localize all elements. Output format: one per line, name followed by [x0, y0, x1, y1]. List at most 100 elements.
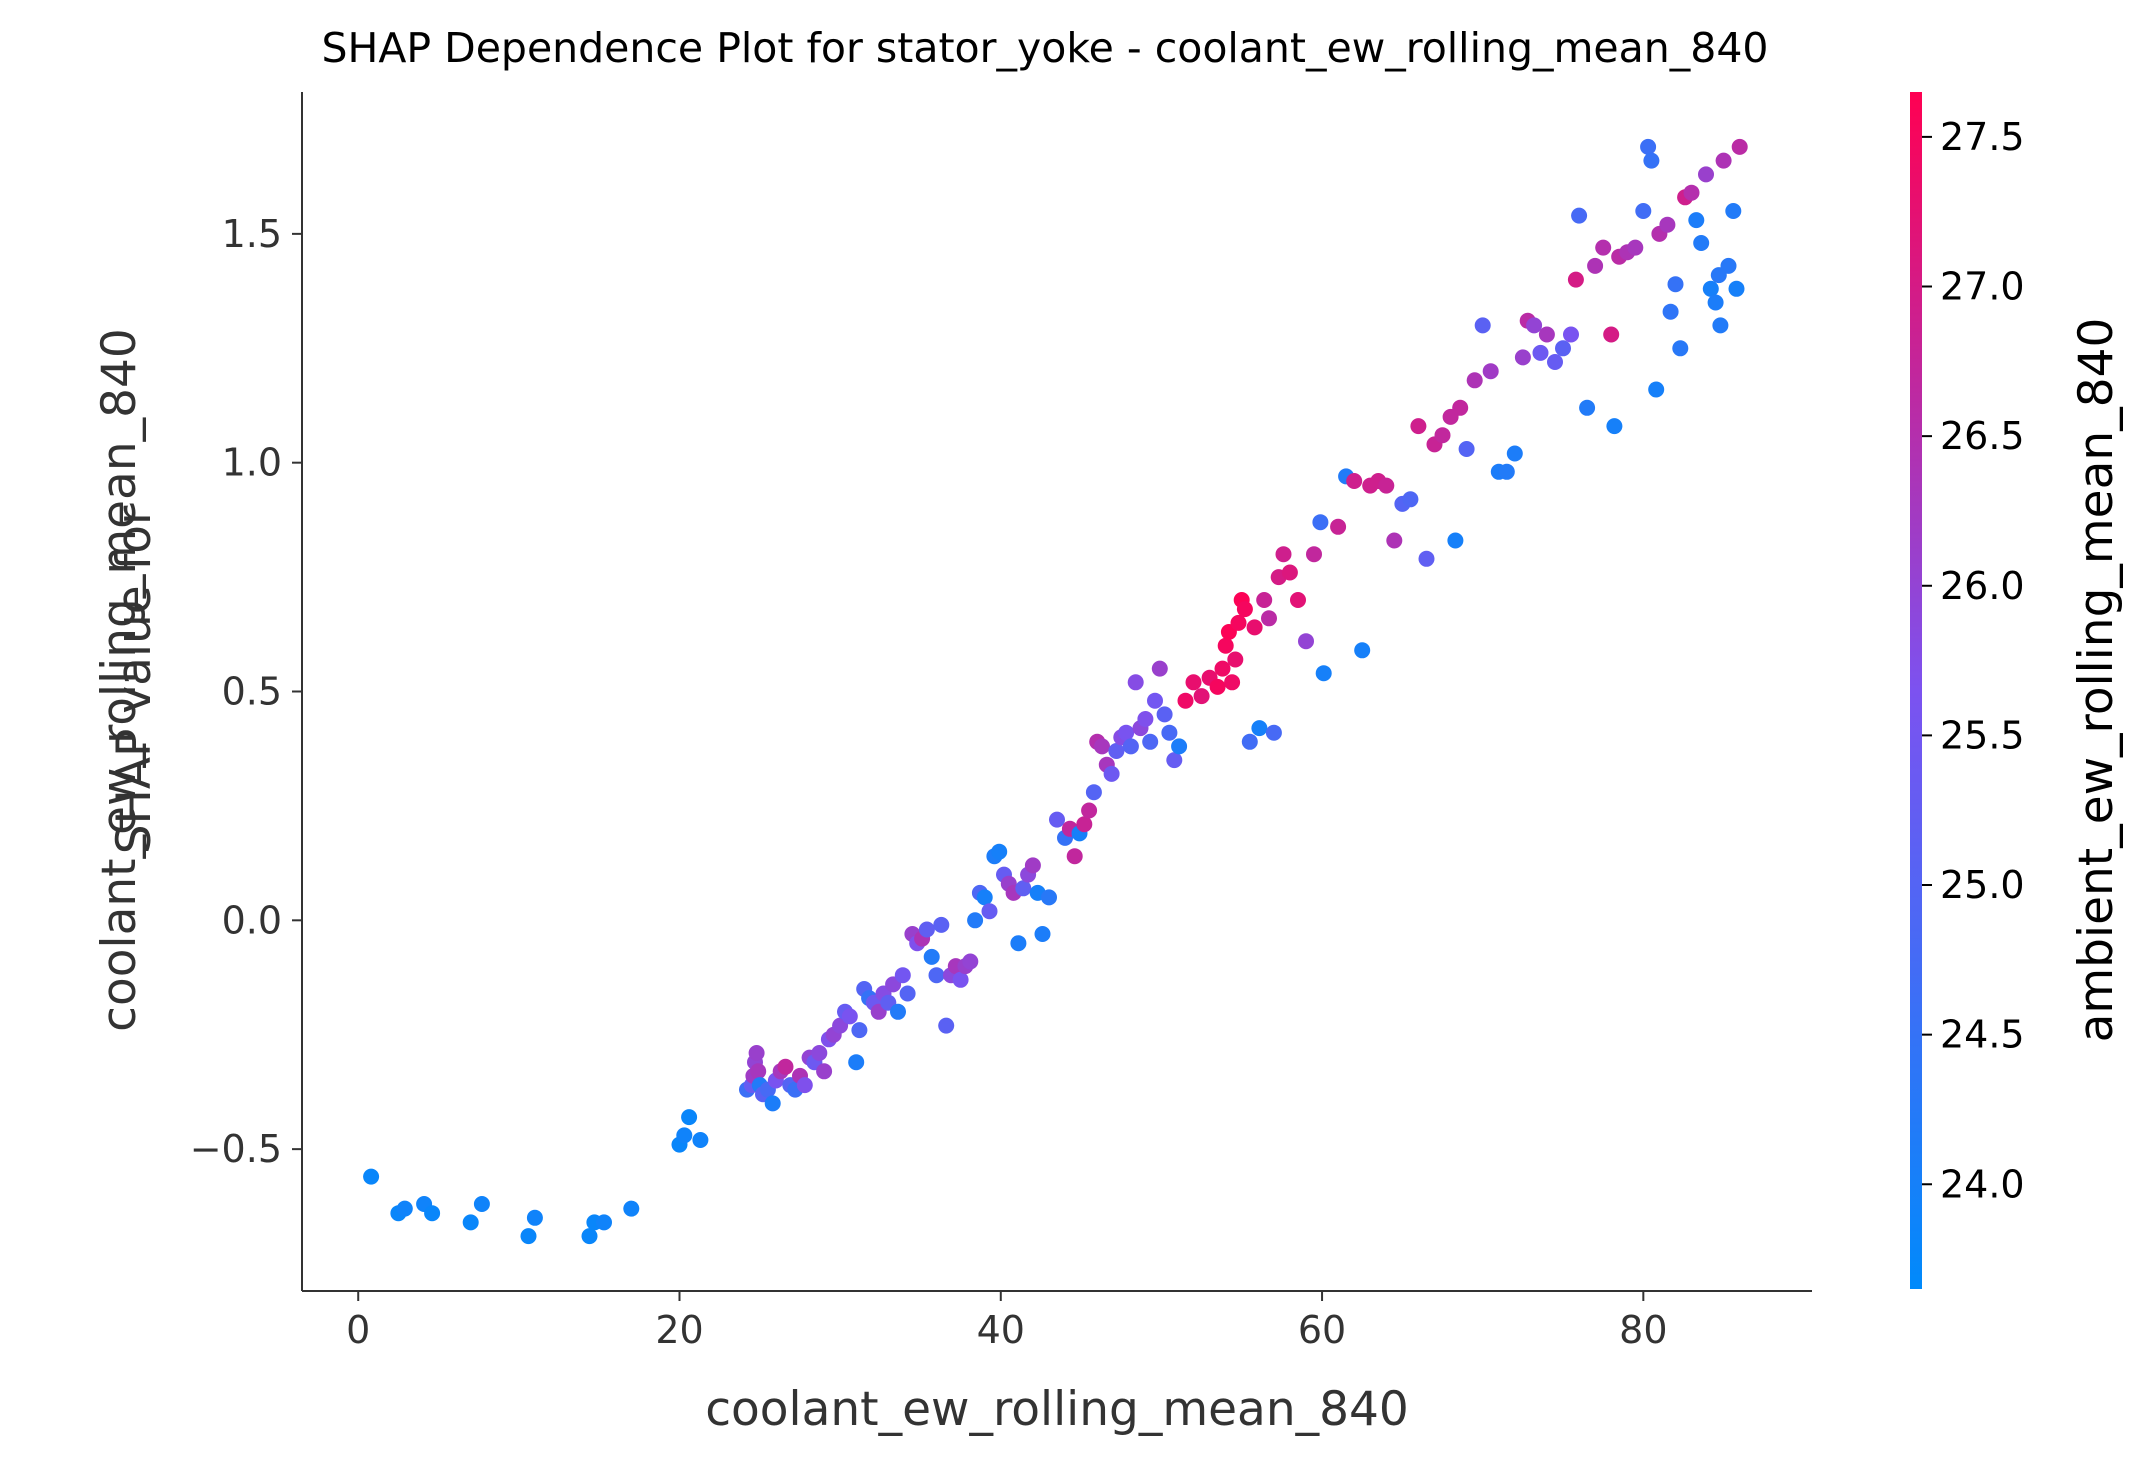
scatter-point: [1538, 326, 1555, 343]
scatter-point: [1166, 752, 1183, 769]
scatter-point: [676, 1127, 693, 1144]
scatter-point: [1693, 235, 1710, 251]
scatter-point: [526, 1209, 543, 1226]
colorbar-tick-label: 27.0: [1940, 265, 2025, 309]
scatter-point: [1498, 463, 1515, 480]
colorbar-tick-label: 26.0: [1940, 564, 2025, 608]
scatter-point: [1702, 280, 1719, 297]
scatter-point: [1094, 738, 1110, 755]
scatter-point: [816, 1063, 833, 1080]
scatter-point: [1156, 706, 1173, 723]
scatter-point: [1230, 614, 1247, 631]
scatter-point: [1447, 532, 1464, 549]
scatter-point: [1246, 619, 1263, 636]
scatter-point: [1312, 514, 1329, 531]
scatter-point: [981, 903, 998, 920]
x-tick-label: 80: [1619, 1308, 1667, 1352]
scatter-point: [1137, 711, 1154, 727]
scatter-point: [1452, 399, 1469, 416]
scatter-point: [1555, 340, 1571, 357]
scatter-point: [1547, 354, 1563, 370]
scatter-point: [938, 1017, 955, 1034]
scatter-point: [623, 1200, 640, 1217]
y-axis-label-line-1: SHAP value for: [107, 505, 162, 854]
scatter-point: [1224, 674, 1241, 691]
scatter-point: [1627, 239, 1644, 256]
scatter-point: [1662, 303, 1679, 320]
scatter-point: [1683, 184, 1700, 201]
scatter-point: [1378, 477, 1395, 494]
scatter-point: [1171, 738, 1188, 755]
scatter-point: [1514, 349, 1531, 366]
y-tick-label: 1.0: [222, 441, 282, 485]
scatter-point: [1103, 765, 1120, 782]
scatter-point: [1298, 633, 1314, 650]
scatter-point: [1185, 674, 1202, 691]
scatter-point: [918, 921, 935, 938]
scatter-point: [899, 985, 916, 1002]
colorbar-tick-label: 26.5: [1940, 414, 2025, 458]
scatter-point: [967, 912, 984, 929]
scatter-point: [1066, 848, 1083, 865]
scatter-point: [1034, 926, 1051, 942]
scatter-point: [1587, 257, 1604, 274]
scatter-point: [748, 1045, 765, 1061]
scatter-point: [1127, 674, 1144, 691]
colorbar-tick-label: 24.0: [1940, 1162, 2025, 1206]
scatter-point: [1330, 518, 1347, 535]
scatter-point: [933, 916, 950, 933]
scatter-point: [1606, 418, 1623, 435]
y-tick-label: 1.5: [222, 212, 282, 256]
scatter-point: [1306, 546, 1322, 563]
scatter-point: [1712, 317, 1729, 334]
scatter-point: [976, 889, 993, 906]
scatter-point: [1256, 592, 1273, 608]
scatter-point: [1108, 743, 1125, 759]
scatter-point: [1236, 601, 1253, 618]
scatter-point: [1506, 445, 1523, 462]
scatter-point: [1386, 532, 1403, 549]
scatter-point: [1290, 592, 1306, 608]
scatter-point: [1041, 889, 1057, 906]
scatter-point: [1418, 550, 1435, 567]
scatter-point: [1643, 152, 1660, 169]
scatter-point: [1707, 294, 1724, 311]
x-tick-label: 0: [346, 1308, 370, 1352]
scatter-point: [1261, 610, 1277, 627]
scatter-point: [1458, 441, 1475, 457]
x-tick-label: 60: [1298, 1308, 1346, 1352]
scatter-point: [1265, 724, 1282, 741]
scatter-point: [1672, 340, 1689, 357]
scatter-point: [1024, 857, 1041, 874]
scatter-point: [1346, 473, 1363, 489]
scatter-point: [1466, 372, 1483, 389]
scatter-point: [1193, 688, 1210, 705]
scatter-point: [462, 1214, 479, 1231]
scatter-point: [1725, 203, 1742, 219]
scatter-point: [1122, 738, 1139, 755]
scatter-point: [1241, 733, 1258, 750]
y-ticks: −0.5 0.0 0.5 1.0 1.5: [190, 212, 302, 1171]
scatter-point: [796, 1077, 813, 1094]
scatter-point: [1532, 344, 1549, 361]
scatter-point: [1081, 802, 1098, 819]
scatter-point: [473, 1196, 490, 1212]
colorbar-tick-label: 24.5: [1940, 1013, 2025, 1057]
scatter-point: [841, 1008, 858, 1025]
scatter-point: [1603, 326, 1620, 343]
scatter-point: [596, 1214, 612, 1231]
scatter-point: [952, 971, 969, 988]
scatter-point: [928, 967, 945, 984]
scatter-point: [1688, 212, 1705, 229]
scatter-point: [1315, 665, 1332, 682]
scatter-point: [1010, 935, 1027, 952]
scatter-point: [1142, 733, 1159, 750]
colorbar-tick-label: 25.0: [1940, 863, 2025, 907]
scatter-point: [1526, 317, 1543, 334]
scatter-point: [1354, 642, 1371, 659]
scatter-point: [1209, 678, 1226, 695]
scatter-point: [923, 948, 940, 965]
scatter-point: [1161, 724, 1178, 741]
colorbar-tick-label: 25.5: [1940, 713, 2025, 757]
